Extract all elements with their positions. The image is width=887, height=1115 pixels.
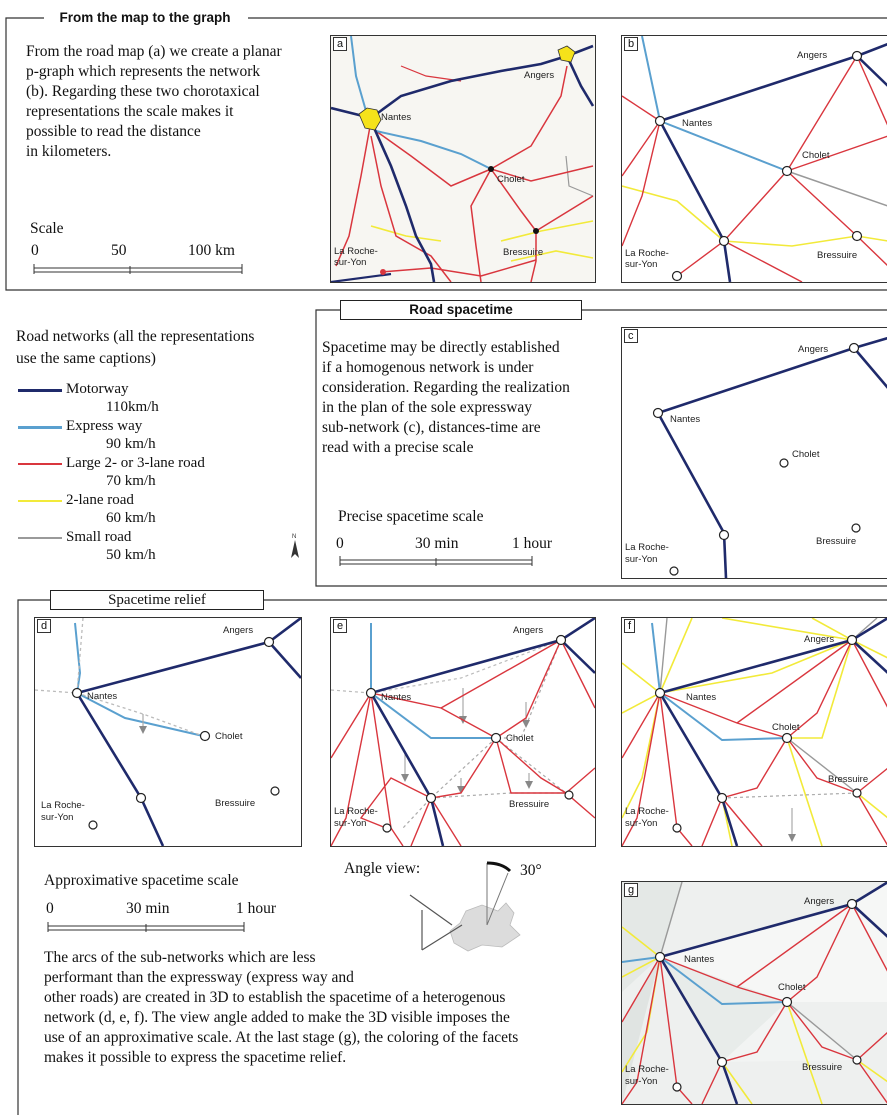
- panel-e-graph: [331, 618, 595, 846]
- north-arrow-icon: N: [291, 534, 299, 558]
- km-scale-tick-100: 100 km: [188, 242, 235, 259]
- panel-g-city-nantes: Nantes: [684, 954, 715, 965]
- svg-text:N: N: [292, 534, 296, 540]
- panel-f-city-la-roche: La Roche-: [625, 806, 669, 817]
- panel-d-city-bressuire: Bressuire: [215, 798, 256, 809]
- map-panel-c: c Angers Nantes Cholet La Roche- sur-Yon…: [621, 327, 887, 579]
- legend-swatch-motorway: [18, 389, 62, 392]
- panel-e-city-nantes: Nantes: [381, 692, 412, 703]
- panel-e-city-sur-yon: sur-Yon: [334, 818, 367, 829]
- panel-c-city-nantes: Nantes: [670, 414, 701, 425]
- section-title-map-to-graph: From the map to the graph: [44, 9, 246, 27]
- section-title-road-spacetime: Road spacetime: [340, 300, 582, 320]
- panel-g-graph: [622, 882, 887, 1104]
- panel-c-city-angers: Angers: [798, 344, 829, 355]
- km-scale-tick-0: 0: [31, 242, 39, 259]
- panel-b-city-sur-yon: sur-Yon: [625, 259, 658, 270]
- angle-view-label: Angle view:: [344, 860, 421, 877]
- panel-d-graph: [35, 618, 301, 846]
- panel-d-city-sur-yon: sur-Yon: [41, 812, 74, 823]
- map-panel-g: g Angers Nantes Cholet La Roche- sur-Yon…: [621, 881, 887, 1105]
- spacetime-relief-text: The arcs of the sub-networks which are l…: [44, 949, 519, 1066]
- panel-e-city-angers: Angers: [513, 625, 544, 636]
- map-panel-b: b Angers Nantes Cholet La Roche- sur-Yon…: [621, 35, 887, 283]
- approx-scale-bar: [47, 922, 245, 932]
- panel-b-city-nantes: Nantes: [682, 118, 713, 129]
- road-spacetime-text: Spacetime may be directly established if…: [322, 339, 570, 456]
- panel-a-roads: [331, 36, 595, 282]
- panel-f-city-sur-yon: sur-Yon: [625, 818, 658, 829]
- panel-a-city-cholet: Cholet: [497, 174, 525, 185]
- panel-b-letter: b: [624, 37, 639, 51]
- map-panel-f: f Angers Nantes Cholet La Roche- sur-Yon…: [621, 617, 887, 847]
- panel-a-city-bressuire: Bressuire: [503, 247, 544, 258]
- panel-c-city-bressuire: Bressuire: [816, 536, 857, 547]
- panel-c-city-cholet: Cholet: [792, 449, 820, 460]
- panel-b-city-la-roche: La Roche-: [625, 248, 669, 259]
- map-panel-d: d Angers Nantes Cholet La Roche- sur-Yon…: [34, 617, 302, 847]
- panel-c-city-la-roche: La Roche-: [625, 542, 669, 553]
- panel-b-city-cholet: Cholet: [802, 150, 830, 161]
- panel-b-city-angers: Angers: [797, 50, 828, 61]
- legend-title: Road networks (all the representations u…: [16, 328, 255, 367]
- precise-scale-tick-60: 1 hour: [512, 535, 553, 552]
- panel-b-graph: [622, 36, 887, 282]
- panel-f-graph: [622, 618, 887, 846]
- panel-g-city-cholet: Cholet: [778, 982, 806, 993]
- map-panel-a: a Angers Nantes Cholet La Roche- sur-Yon…: [330, 35, 596, 283]
- section-title-spacetime-relief: Spacetime relief: [50, 590, 264, 610]
- approx-scale-title: Approximative spacetime scale: [44, 872, 239, 889]
- panel-c-graph: [652, 336, 887, 578]
- panel-f-city-cholet: Cholet: [772, 722, 800, 733]
- precise-scale-title: Precise spacetime scale: [338, 508, 484, 525]
- legend-swatch-small-road: [18, 537, 62, 539]
- panel-e-letter: e: [333, 619, 348, 633]
- panel-d-city-angers: Angers: [223, 625, 254, 636]
- panel-f-letter: f: [624, 619, 636, 633]
- panel-a-city-nantes: Nantes: [381, 112, 412, 123]
- panel-e-city-cholet: Cholet: [506, 733, 534, 744]
- precise-scale-bar: [339, 556, 533, 566]
- km-scale-title: Scale: [30, 220, 64, 237]
- legend-swatch-two-lane: [18, 500, 62, 502]
- map-panel-e: e Angers Nantes Cholet La Roche- sur-Yon…: [330, 617, 596, 847]
- approx-scale-tick-30: 30 min: [126, 900, 170, 917]
- km-scale-bar: [33, 264, 243, 274]
- panel-e-city-bressuire: Bressuire: [509, 799, 550, 810]
- panel-g-city-la-roche: La Roche-: [625, 1064, 669, 1075]
- legend-swatch-large-road: [18, 463, 62, 465]
- map-to-graph-text: From the road map (a) we create a planar…: [26, 43, 282, 160]
- panel-f-city-bressuire: Bressuire: [828, 774, 869, 785]
- panel-g-city-angers: Angers: [804, 896, 835, 907]
- panel-a-city-sur-yon: sur-Yon: [334, 257, 367, 268]
- panel-c-city-sur-yon: sur-Yon: [625, 554, 658, 565]
- panel-a-city-angers: Angers: [524, 70, 555, 81]
- panel-g-letter: g: [624, 883, 639, 897]
- panel-g-city-bressuire: Bressuire: [802, 1062, 843, 1073]
- angle-view-value: 30°: [520, 862, 542, 879]
- angle-view-icon: [409, 861, 521, 952]
- panel-d-city-nantes: Nantes: [87, 691, 118, 702]
- panel-e-city-la-roche: La Roche-: [334, 806, 378, 817]
- approx-scale-tick-0: 0: [46, 900, 54, 917]
- panel-f-city-nantes: Nantes: [686, 692, 717, 703]
- panel-a-city-la-roche: La Roche-: [334, 246, 378, 257]
- panel-d-letter: d: [37, 619, 52, 633]
- panel-b-city-bressuire: Bressuire: [817, 250, 858, 261]
- panel-c-letter: c: [624, 329, 638, 343]
- panel-f-city-angers: Angers: [804, 634, 835, 645]
- approx-scale-tick-60: 1 hour: [236, 900, 277, 917]
- precise-scale-tick-0: 0: [336, 535, 344, 552]
- panel-g-city-sur-yon: sur-Yon: [625, 1076, 658, 1087]
- km-scale-tick-50: 50: [111, 242, 127, 259]
- legend-swatch-expressway: [18, 426, 62, 429]
- panel-a-letter: a: [333, 37, 348, 51]
- panel-d-city-la-roche: La Roche-: [41, 800, 85, 811]
- panel-d-city-cholet: Cholet: [215, 731, 243, 742]
- precise-scale-tick-30: 30 min: [415, 535, 459, 552]
